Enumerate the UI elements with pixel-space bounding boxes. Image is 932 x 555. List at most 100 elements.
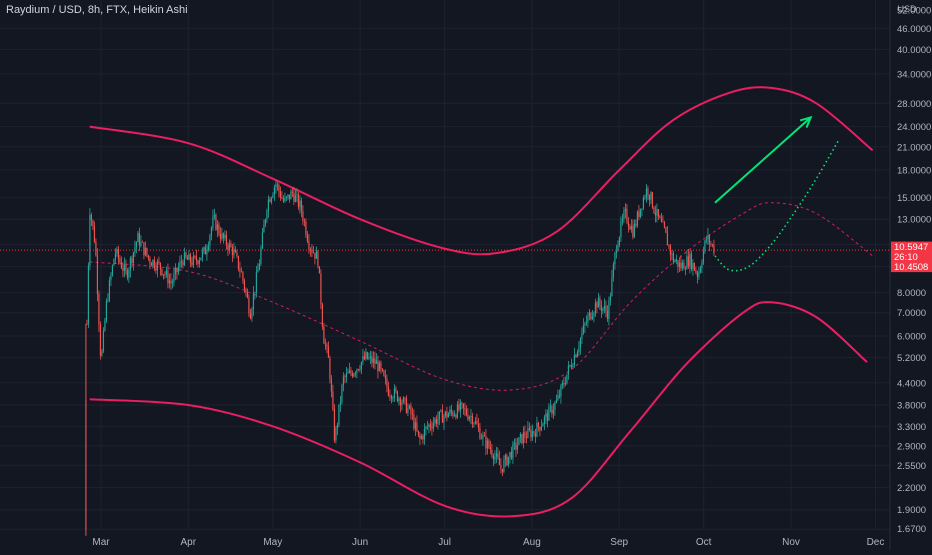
candle-body — [632, 225, 634, 238]
candle-body — [201, 250, 204, 258]
candle-body — [306, 234, 309, 242]
candle-body — [225, 234, 228, 246]
candle-body — [177, 267, 180, 273]
candle-body — [347, 372, 349, 374]
candle-body — [381, 368, 384, 371]
y-tick-label: 6.0000 — [897, 332, 926, 343]
candle-body — [710, 243, 712, 245]
candle-body — [137, 232, 139, 243]
candle-body — [611, 276, 613, 297]
candle-body — [693, 262, 696, 271]
candle-body — [494, 456, 496, 460]
candle-body — [672, 253, 675, 263]
candle-body — [189, 254, 192, 263]
candle-body — [95, 241, 97, 256]
candle-body — [545, 413, 547, 417]
candle-body — [311, 249, 313, 253]
candle-body — [687, 256, 690, 267]
candle-body — [663, 222, 666, 228]
candle-body — [147, 255, 150, 259]
candle-body — [342, 376, 345, 386]
candle-body — [702, 251, 705, 264]
candle-body — [432, 423, 435, 429]
candle-body — [707, 235, 709, 239]
candle-body — [486, 440, 489, 449]
candle-body — [167, 270, 169, 284]
candle-body — [515, 442, 517, 450]
candle-body — [159, 262, 162, 269]
candle-body — [96, 255, 99, 294]
candle-body — [234, 249, 237, 253]
candle-body — [117, 249, 120, 259]
candle-body — [402, 397, 405, 403]
candle-body — [122, 268, 124, 271]
candle-body — [134, 247, 136, 253]
candle-body — [359, 369, 361, 371]
candle-body — [266, 210, 268, 220]
candle-body — [569, 365, 571, 366]
candle-body — [209, 235, 211, 246]
candle-body — [498, 458, 501, 466]
candle-body — [180, 261, 183, 263]
candle-body — [555, 400, 558, 403]
candle-body — [542, 423, 544, 427]
candle-body — [380, 362, 382, 369]
candle-body — [288, 194, 291, 200]
candle-body — [561, 383, 564, 386]
candle-body — [524, 432, 526, 438]
candle-body — [491, 449, 493, 456]
candle-body — [675, 259, 678, 262]
candle-body — [713, 244, 715, 254]
candle-body — [443, 415, 445, 423]
candle-body — [437, 418, 439, 424]
candle-body — [207, 245, 210, 251]
candle-body — [150, 263, 153, 266]
candle-body — [348, 370, 351, 373]
candle-body — [378, 362, 381, 372]
candle-body — [192, 256, 195, 265]
candle-body — [554, 402, 556, 410]
candle-body — [404, 397, 406, 399]
candle-body — [578, 347, 580, 353]
candle-body — [230, 243, 232, 247]
candle-body — [474, 420, 477, 424]
candle-body — [276, 184, 279, 186]
candle-body — [521, 433, 523, 444]
candle-body — [366, 352, 369, 359]
candle-body — [696, 272, 699, 277]
candle-body — [473, 423, 475, 425]
candle-body — [320, 273, 322, 305]
candle-body — [606, 311, 609, 319]
candle-body — [422, 436, 424, 440]
candle-body — [186, 257, 189, 260]
candle-body — [168, 280, 171, 284]
candle-body — [395, 388, 397, 392]
candle-body — [321, 304, 324, 327]
candle-body — [519, 433, 522, 438]
candle-body — [653, 207, 655, 213]
y-tick-label: 3.8000 — [897, 401, 926, 412]
candle-body — [572, 365, 574, 368]
candle-body — [483, 435, 486, 437]
candle-body — [413, 414, 415, 429]
candle-body — [383, 370, 385, 376]
y-tick-label: 21.0000 — [897, 142, 931, 153]
candle-body — [597, 298, 600, 308]
candle-body — [252, 293, 255, 310]
candle-body — [657, 209, 660, 217]
candle-body — [360, 362, 363, 370]
y-tick-label: 8.0000 — [897, 288, 926, 299]
candle-body — [477, 424, 480, 428]
candle-body — [414, 422, 417, 429]
candle-body — [692, 262, 694, 270]
candle-body — [123, 264, 126, 271]
candle-body — [659, 216, 661, 218]
candle-body — [282, 198, 285, 202]
candle-body — [549, 406, 552, 407]
candle-body — [444, 411, 447, 416]
candle-body — [213, 214, 216, 217]
candle-body — [401, 402, 403, 406]
price-badge-text: 10.5947 — [894, 242, 928, 253]
